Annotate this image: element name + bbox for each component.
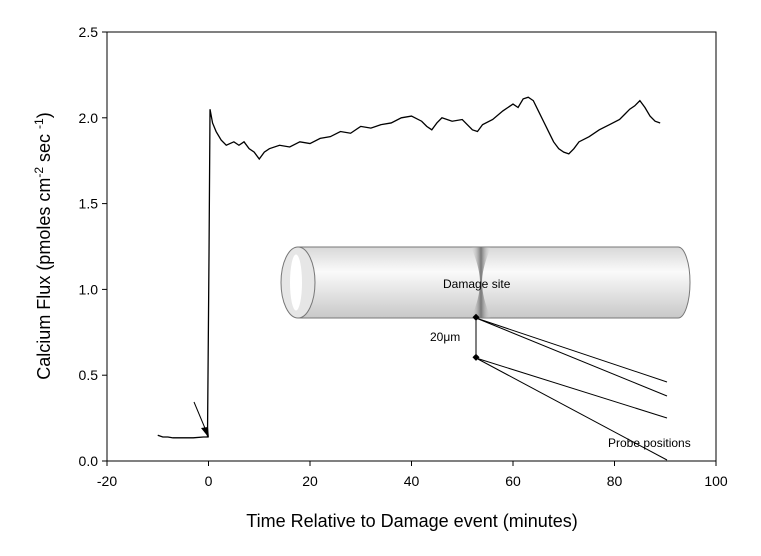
x-axis-label: Time Relative to Damage event (minutes)	[246, 511, 577, 531]
y-tick-label: 2.0	[79, 110, 99, 126]
x-tick-label: 60	[505, 473, 521, 489]
y-tick-label: 0.0	[79, 453, 99, 469]
x-tick-label: 100	[704, 473, 728, 489]
annotation: 20μm	[430, 330, 460, 344]
x-tick-label: -20	[97, 473, 117, 489]
annotation: Probe positions	[608, 436, 691, 450]
cylinder-body	[297, 246, 691, 319]
inset-diagram: Damage site 20μm Probe positions	[280, 246, 691, 461]
y-label-part: Calcium Flux (pmoles cm	[34, 178, 54, 380]
y-tick-label: 1.5	[79, 196, 99, 212]
cylinder-highlight	[290, 254, 302, 311]
probe-line	[475, 357, 668, 419]
x-tick-label: 0	[205, 473, 213, 489]
x-tick-label: 20	[302, 473, 318, 489]
y-label-part: -1	[32, 118, 46, 129]
y-label-part: sec	[34, 129, 54, 167]
probe-line	[475, 317, 668, 397]
y-label-part: )	[34, 112, 54, 118]
probe-line	[475, 357, 668, 461]
x-tick-label: 40	[404, 473, 420, 489]
damage-band	[471, 247, 491, 318]
data-line	[157, 96, 661, 439]
y-tick-label: 0.5	[79, 367, 99, 383]
y-label-part: -2	[32, 167, 46, 178]
annotation: Damage site	[443, 277, 511, 291]
y-tick-label: 2.5	[79, 24, 99, 40]
probe-line	[475, 317, 668, 383]
y-tick-label: 1.0	[79, 281, 99, 297]
x-tick-label: 80	[607, 473, 623, 489]
y-axis-label: Calcium Flux (pmoles cm-2 sec -1)	[32, 112, 54, 379]
